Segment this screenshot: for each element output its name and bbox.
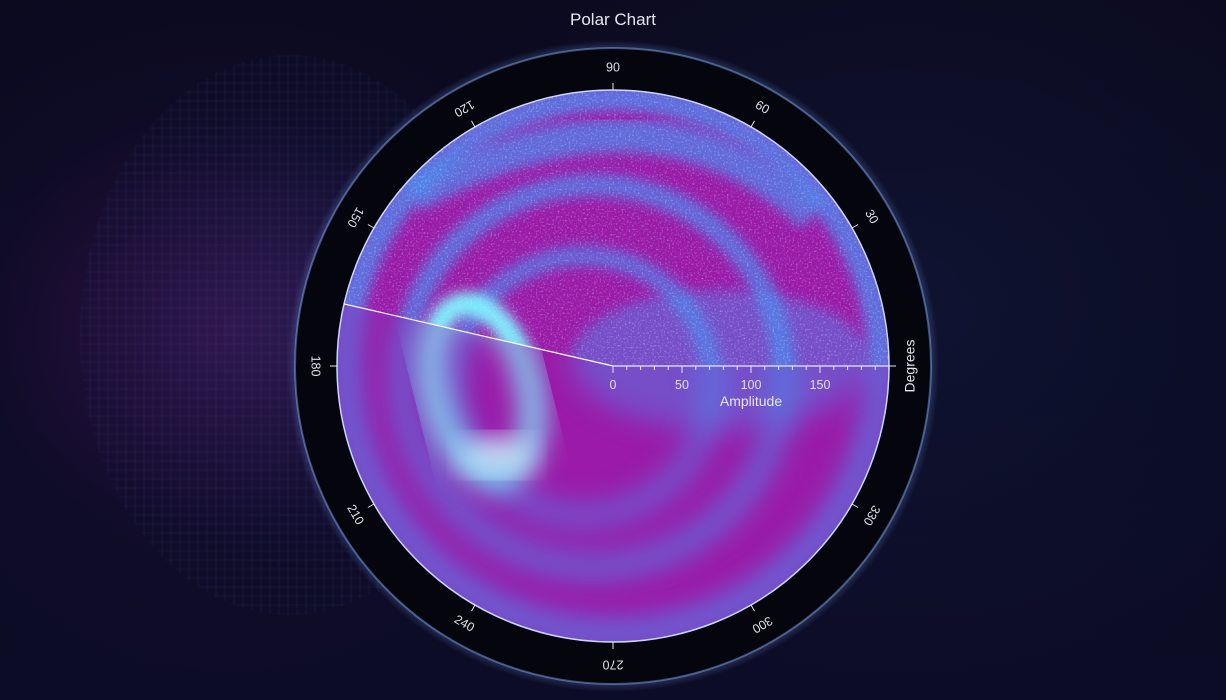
- radial-tick-label: 0: [610, 378, 617, 392]
- angular-axis-title: Degrees: [902, 340, 918, 393]
- angular-tick: [367, 503, 375, 508]
- angular-tick-label: 60: [753, 98, 772, 117]
- radial-tick-label: 50: [675, 378, 689, 392]
- angular-tick-label: 180: [309, 356, 323, 377]
- angular-tick-label: 90: [606, 60, 620, 74]
- angular-tick-label: 30: [862, 207, 881, 226]
- angular-tick: [851, 503, 859, 508]
- angular-tick-label: 270: [603, 658, 624, 672]
- smooth-core: [461, 437, 533, 473]
- angular-tick: [367, 224, 375, 229]
- angular-tick: [750, 604, 755, 612]
- chart-title: Polar Chart: [570, 10, 656, 29]
- angular-tick: [851, 224, 859, 229]
- radial-tick-label: 150: [810, 378, 831, 392]
- sector-divider: [343, 303, 614, 367]
- angular-tick: [471, 604, 476, 612]
- angular-tick: [471, 120, 476, 128]
- heatmap-disk: [336, 89, 890, 643]
- radial-tick-label: 100: [741, 378, 762, 392]
- angular-tick: [750, 120, 755, 128]
- axes: 0 50 100 150Amplitude3060901201501802102402…: [309, 60, 918, 671]
- radial-axis-title: Amplitude: [720, 393, 782, 409]
